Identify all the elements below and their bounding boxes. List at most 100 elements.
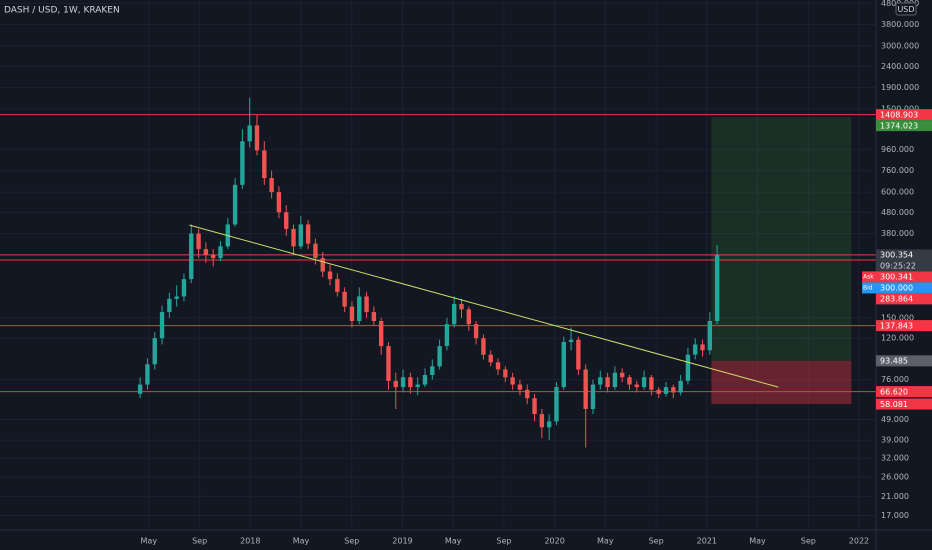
candle-body [262, 150, 267, 179]
candle-body [437, 346, 442, 367]
y-tick-label: 17.000 [881, 511, 909, 520]
candle-body [284, 212, 289, 229]
candle-body [656, 389, 661, 394]
price-label: 283.864 [880, 295, 913, 304]
candle-body [612, 372, 618, 388]
candle-body [605, 377, 610, 388]
candle-body [495, 362, 501, 370]
candle-body [620, 372, 625, 378]
price-tag: Bid [863, 285, 873, 292]
candle-body [313, 243, 318, 259]
x-tick-label: May [445, 537, 462, 546]
candle-body [590, 384, 596, 409]
x-tick-label: 2019 [392, 537, 412, 546]
candle-body [568, 339, 574, 343]
candle-body [327, 271, 333, 280]
y-tick-label: 76.000 [881, 375, 909, 384]
candle-body [393, 380, 398, 388]
candle-body [218, 246, 223, 259]
candle-body [335, 279, 340, 292]
countdown: 09:25:22 [880, 261, 916, 270]
y-tick-label: 480.000 [881, 208, 914, 217]
candle-body [430, 366, 435, 375]
candle-body [349, 306, 355, 321]
candle-body [181, 279, 187, 297]
candle-body [167, 298, 172, 313]
price-label-box [876, 249, 932, 272]
price-label-box [876, 109, 932, 121]
candle-body [678, 380, 683, 393]
x-tick-label: Sep [496, 537, 511, 546]
x-tick-label: 2018 [240, 537, 260, 546]
price-label: 300.354 [880, 251, 913, 260]
candle-body [386, 346, 391, 381]
price-label: 1374.023 [880, 121, 918, 130]
y-tick-label: 600.000 [881, 188, 914, 197]
price-label-box [876, 282, 932, 294]
candle-body [342, 291, 347, 307]
candle-body [444, 324, 450, 347]
candle-body [152, 338, 157, 365]
x-tick-label: Sep [192, 537, 207, 546]
y-tick-label: 39.000 [881, 436, 909, 445]
candle-body [320, 258, 325, 272]
currency-box[interactable] [895, 2, 917, 16]
candle-body [532, 398, 537, 415]
candle-body [641, 377, 647, 388]
y-tick-label: 380.000 [881, 229, 914, 238]
candle-body [364, 296, 369, 313]
candle-body [459, 303, 464, 310]
y-tick-label: 120.000 [881, 334, 914, 343]
candle-body [517, 384, 523, 390]
currency[interactable]: USD [897, 5, 914, 14]
candle-body [159, 312, 165, 339]
candle-body [247, 125, 252, 142]
x-tick-label: Sep [801, 537, 816, 546]
candle-body [481, 338, 486, 355]
candle-body [503, 369, 508, 378]
candle-body [663, 387, 669, 394]
candle-body [378, 320, 384, 347]
candle-body [700, 344, 705, 351]
price-label: 300.341 [880, 273, 913, 282]
x-tick-label: May [293, 537, 310, 546]
candle-body [671, 387, 676, 393]
y-tick-label: 3000.000 [881, 42, 919, 51]
candle-body [254, 125, 260, 151]
price-label-box [876, 271, 932, 283]
candle-body [305, 224, 311, 244]
x-tick-label: May [597, 537, 614, 546]
candle-body [137, 384, 143, 394]
y-tick-label: 150.000 [881, 313, 914, 322]
candle-body [400, 377, 406, 388]
candle-body [269, 178, 274, 193]
candle-body [546, 421, 552, 428]
price-tag-box [862, 282, 876, 294]
y-tick-label: 3800.000 [881, 20, 919, 29]
price-label-box [876, 398, 932, 410]
candle-body [634, 384, 639, 388]
candle-body [598, 377, 603, 385]
candle-body [649, 377, 654, 390]
candle-body [714, 255, 720, 321]
x-tick-label: Sep [344, 537, 359, 546]
x-tick-label: 2022 [849, 537, 869, 546]
candle-body [210, 255, 216, 259]
candle-body [707, 320, 713, 351]
y-tick-label: 21.000 [881, 492, 909, 501]
x-tick-label: Sep [649, 537, 664, 546]
candle-body [298, 224, 304, 247]
candle-body [189, 233, 194, 280]
price-label-box [876, 386, 932, 398]
y-tick-label: 960.000 [881, 145, 914, 154]
candle-body [291, 228, 296, 247]
candle-body [693, 344, 698, 355]
candle-body [539, 414, 545, 428]
candle-body [145, 364, 150, 385]
candle-body [473, 324, 479, 339]
candle-body [232, 184, 238, 225]
price-label: 66.620 [880, 387, 908, 396]
profit-zone [711, 116, 852, 361]
candle-body [196, 233, 201, 250]
